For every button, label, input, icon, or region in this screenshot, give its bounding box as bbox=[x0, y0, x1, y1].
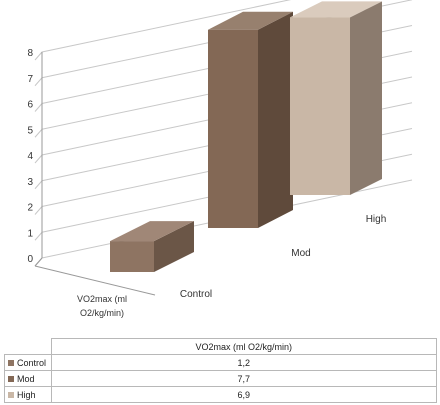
tick-label: 8 bbox=[27, 48, 33, 59]
tick-label: 6 bbox=[27, 100, 33, 111]
bar-side bbox=[258, 11, 293, 228]
tick-label: 2 bbox=[27, 203, 33, 214]
table-row: Control 1,2 bbox=[4, 354, 437, 371]
bar-front bbox=[290, 17, 350, 196]
tick-label: 0 bbox=[27, 254, 33, 265]
table-row-label-text: Control bbox=[17, 357, 47, 368]
series-axis-label-line2: O2/kg/min) bbox=[80, 308, 124, 318]
bar-top bbox=[110, 221, 194, 242]
bar-high bbox=[290, 1, 382, 196]
table-row-label: High bbox=[4, 386, 52, 403]
tick-label: 4 bbox=[27, 151, 33, 162]
bars bbox=[110, 1, 382, 272]
table-row-label: Control bbox=[4, 354, 52, 371]
legend-swatch-high bbox=[8, 392, 14, 399]
bar-mod bbox=[208, 11, 293, 228]
bar-front bbox=[110, 241, 154, 272]
table-cell-value: 7,7 bbox=[50, 370, 437, 387]
bar-front bbox=[208, 29, 258, 228]
table-corner bbox=[4, 338, 52, 355]
category-labels: Control Mod High bbox=[180, 214, 386, 300]
gridlines bbox=[34, 0, 413, 296]
table-header: VO2max (ml O2/kg/min) bbox=[50, 338, 437, 355]
table-row-label: Mod bbox=[4, 370, 52, 387]
bar-side bbox=[154, 221, 194, 272]
bar-top bbox=[208, 11, 293, 30]
table-row: Mod 7,7 bbox=[4, 370, 437, 387]
table-cell-value: 6,9 bbox=[50, 386, 437, 403]
floor-left-edge bbox=[34, 265, 156, 296]
table-row-label-text: Mod bbox=[17, 373, 35, 384]
bar-side bbox=[350, 1, 382, 196]
legend-swatch-mod bbox=[8, 376, 14, 383]
series-axis-label-line1: VO2max (ml bbox=[77, 294, 127, 304]
bar-top bbox=[290, 1, 382, 18]
chart-plot: 0 1 2 3 4 5 6 7 8 Control Mod High VO2max (ml O2/k… bbox=[27, 0, 413, 318]
tick-label: 7 bbox=[27, 74, 33, 85]
data-table: VO2max (ml O2/kg/min) Control 1,2 Mod 7,… bbox=[4, 338, 437, 403]
tick-label: 1 bbox=[27, 228, 33, 239]
y-axis-ticks: 0 1 2 3 4 5 6 7 8 bbox=[27, 48, 33, 265]
table-row-label-text: High bbox=[17, 389, 36, 400]
table-header-row: VO2max (ml O2/kg/min) bbox=[4, 338, 437, 355]
table-row: High 6,9 bbox=[4, 386, 437, 403]
tick-label: 3 bbox=[27, 177, 33, 188]
category-label: High bbox=[366, 214, 387, 225]
category-label: Control bbox=[180, 289, 212, 300]
table-cell-value: 1,2 bbox=[50, 354, 437, 371]
chart-area: 0 1 2 3 4 5 6 7 8 Control Mod High VO2max (ml O2/k… bbox=[27, 0, 413, 318]
tick-label: 5 bbox=[27, 125, 33, 136]
side-floor-edge bbox=[34, 257, 43, 267]
category-label: Mod bbox=[291, 248, 310, 259]
bar-control bbox=[110, 221, 194, 272]
legend-swatch-control bbox=[8, 360, 14, 367]
